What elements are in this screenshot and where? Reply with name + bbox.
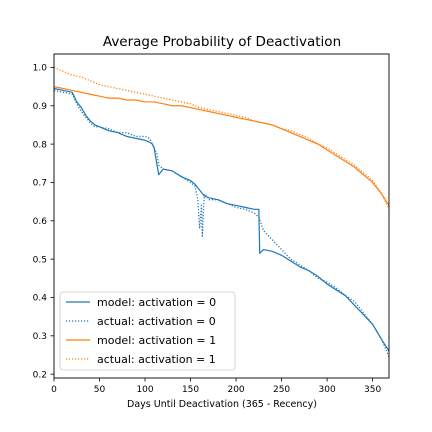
y-tick-label: 0.8 — [33, 140, 48, 150]
x-tick-label: 250 — [273, 385, 290, 395]
y-tick-label: 0.6 — [33, 217, 48, 227]
chart-title: Average Probability of Deactivation — [103, 34, 341, 50]
legend: model: activation = 0 actual: activation … — [59, 291, 236, 371]
y-tick-label: 0.9 — [33, 102, 48, 112]
series-line-3 — [54, 86, 389, 206]
x-tick-label: 300 — [319, 385, 336, 395]
y-tick-label: 0.7 — [33, 179, 47, 189]
series-line-4 — [54, 66, 389, 210]
legend-label: model: activation = 1 — [97, 334, 216, 347]
x-tick-label: 150 — [182, 385, 199, 395]
legend-label: model: activation = 0 — [97, 296, 216, 309]
x-tick-label: 200 — [227, 385, 244, 395]
series-layer — [54, 66, 389, 358]
series-line-2 — [54, 89, 389, 358]
y-tick-label: 0.5 — [33, 255, 47, 265]
x-tick-label: 350 — [364, 385, 381, 395]
x-tick-label: 100 — [136, 385, 153, 395]
legend-label: actual: activation = 0 — [97, 315, 216, 328]
plot-area-frame — [53, 53, 390, 379]
legend-box — [59, 291, 236, 371]
y-tick-label: 1.0 — [33, 64, 48, 74]
x-tick-label: 0 — [51, 385, 57, 395]
legend-label: actual: activation = 1 — [97, 353, 216, 366]
x-tick-label: 50 — [94, 385, 106, 395]
y-tick-label: 0.4 — [33, 294, 48, 304]
x-axis: 0 50 100 150 200 250 300 350 — [51, 378, 381, 395]
series-line-1 — [54, 87, 389, 352]
y-tick-label: 0.3 — [33, 332, 47, 342]
y-axis: 0.2 0.3 0.4 0.5 0.6 0.7 0.8 0.9 1.0 — [33, 64, 54, 380]
x-axis-label: Days Until Deactivation (365 - Recency) — [127, 399, 317, 410]
y-tick-label: 0.2 — [33, 370, 47, 380]
